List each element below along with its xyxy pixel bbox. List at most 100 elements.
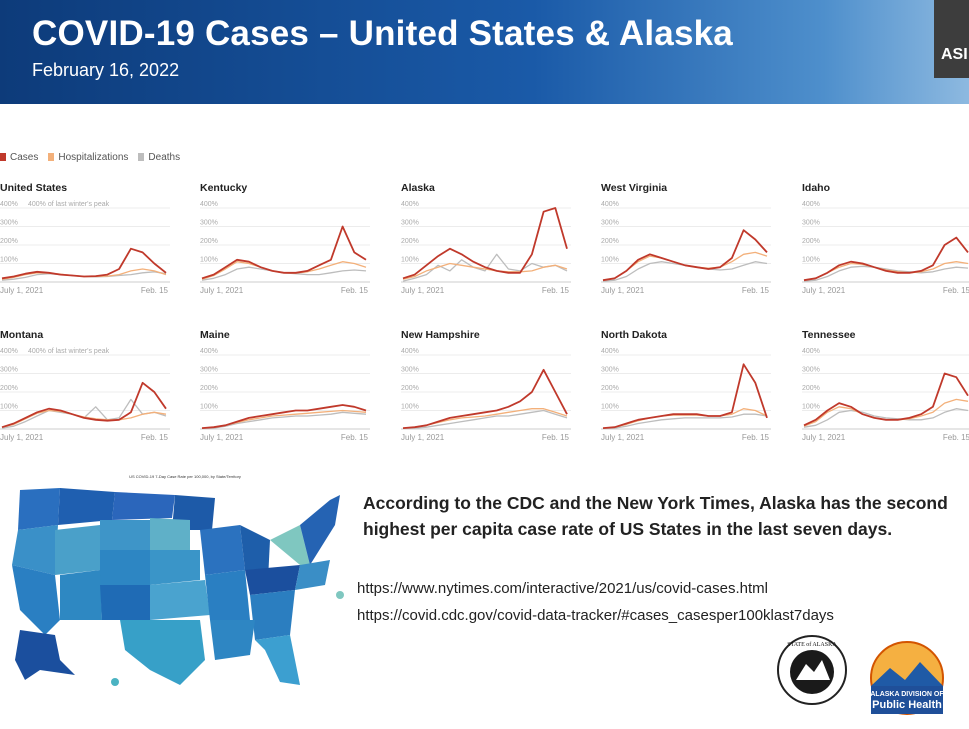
puerto-rico-shape xyxy=(336,591,344,599)
chart-panel-idaho: Idaho 400% 300% 200% 100% July 1, 2021 Feb. 15 xyxy=(802,182,969,302)
series-line-cases xyxy=(1,247,167,280)
y-tick-label: 200% xyxy=(0,385,18,392)
x-start-label: July 1, 2021 xyxy=(0,433,44,442)
y-tick-label: 200% xyxy=(601,385,619,392)
chart-plot: 400% 300% 200% 100% xyxy=(601,348,771,430)
series-line-cases xyxy=(1,381,167,429)
series-line-cases xyxy=(803,372,969,427)
x-start-label: July 1, 2021 xyxy=(401,433,445,442)
chart-panel-tennessee: Tennessee 400% 300% 200% 100% July 1, 2021 Feb… xyxy=(802,329,969,449)
video-participant-label: ASI xyxy=(941,46,968,63)
x-end-label: Feb. 15 xyxy=(942,433,969,442)
y-tick-label: 100% xyxy=(601,404,619,411)
chart-plot: 400% 300% 200% 100% xyxy=(200,348,370,430)
alaska-shape xyxy=(15,630,75,680)
y-tick-label: 200% xyxy=(200,385,218,392)
series-line-deaths xyxy=(201,266,367,281)
link-nytimes[interactable]: https://www.nytimes.com/interactive/2021… xyxy=(357,580,768,597)
y-tick-label: 300% xyxy=(601,367,619,374)
y-tick-label: 200% xyxy=(601,238,619,245)
x-end-label: Feb. 15 xyxy=(741,433,769,442)
chart-panel-montana: Montana 400% 300% 200% 100% 400% of last wint… xyxy=(0,329,172,449)
y-tick-label: 300% xyxy=(802,367,820,374)
series-line-cases xyxy=(402,207,568,280)
chart-title: Montana xyxy=(0,329,44,341)
series-line-cases xyxy=(402,368,568,429)
chart-legend: Cases Hospitalizations Deaths xyxy=(0,152,180,163)
series-line-deaths xyxy=(803,265,969,282)
link-cdc[interactable]: https://covid.cdc.gov/covid-data-tracker… xyxy=(357,607,834,624)
x-end-label: Feb. 15 xyxy=(942,286,969,295)
chart-plot: 400% 300% 200% 100% xyxy=(401,348,571,430)
x-end-label: Feb. 15 xyxy=(541,433,569,442)
x-end-label: Feb. 15 xyxy=(741,286,769,295)
y-axis-note: 400% of last winter's peak xyxy=(28,348,110,355)
us-map-states xyxy=(12,488,340,685)
chart-panel-north-dakota: North Dakota 400% 300% 200% 100% July 1, 2021… xyxy=(601,329,773,449)
y-tick-label: 400% xyxy=(401,201,419,208)
y-tick-label: 400% xyxy=(200,201,218,208)
y-tick-label: 100% xyxy=(200,257,218,264)
y-tick-label: 300% xyxy=(200,367,218,374)
x-start-label: July 1, 2021 xyxy=(601,286,645,295)
hawaii-shape xyxy=(111,678,119,686)
series-line-cases xyxy=(201,404,367,429)
x-start-label: July 1, 2021 xyxy=(200,433,244,442)
series-line-deaths xyxy=(402,253,568,282)
alaska-dhss-seal-logo: STATE of ALASKA xyxy=(777,635,847,705)
svg-text:ALASKA DIVISION OF: ALASKA DIVISION OF xyxy=(870,691,944,698)
y-tick-label: 100% xyxy=(401,404,419,411)
y-tick-label: 300% xyxy=(401,367,419,374)
chart-title: West Virginia xyxy=(601,182,668,194)
series-line-cases xyxy=(602,363,768,429)
y-tick-label: 200% xyxy=(401,385,419,392)
title-banner: COVID-19 Cases – United States & Alaska … xyxy=(0,0,969,104)
y-tick-label: 200% xyxy=(802,238,820,245)
svg-text:Public Health: Public Health xyxy=(872,699,942,711)
series-line-cases xyxy=(602,229,768,282)
series-line-deaths xyxy=(803,408,969,428)
slide-title: COVID-19 Cases – United States & Alaska xyxy=(32,14,733,53)
x-end-label: Feb. 15 xyxy=(340,286,368,295)
y-tick-label: 100% xyxy=(0,404,18,411)
alaska-public-health-logo: ALASKA DIVISION OF Public Health xyxy=(870,641,944,715)
y-tick-label: 100% xyxy=(0,257,18,264)
y-tick-label: 200% xyxy=(200,238,218,245)
y-tick-label: 200% xyxy=(802,385,820,392)
y-tick-label: 400% xyxy=(601,348,619,355)
y-tick-label: 400% xyxy=(0,201,18,208)
chart-title: United States xyxy=(0,182,68,194)
legend-item-cases: Cases xyxy=(0,152,38,163)
chart-title: Idaho xyxy=(802,182,830,194)
us-case-rate-map: US COVID-19 7-Day Case Rate per 100,000,… xyxy=(0,470,350,690)
chart-title: Tennessee xyxy=(802,329,856,341)
x-start-label: July 1, 2021 xyxy=(0,286,44,295)
y-tick-label: 400% xyxy=(802,348,820,355)
y-tick-label: 200% xyxy=(401,238,419,245)
y-tick-label: 300% xyxy=(200,220,218,227)
chart-panel-alaska: Alaska 400% 300% 200% 100% July 1, 2021 Feb. 1… xyxy=(401,182,573,302)
video-thumbnail[interactable] xyxy=(934,0,969,78)
x-start-label: July 1, 2021 xyxy=(802,433,846,442)
x-start-label: July 1, 2021 xyxy=(802,286,846,295)
slide-caption: According to the CDC and the New York Ti… xyxy=(363,493,948,539)
series-line-deaths xyxy=(403,409,568,429)
x-start-label: July 1, 2021 xyxy=(401,286,445,295)
x-start-label: July 1, 2021 xyxy=(200,286,244,295)
series-line-cases xyxy=(803,236,969,282)
x-start-label: July 1, 2021 xyxy=(601,433,645,442)
chart-panel-west-virginia: West Virginia 400% 300% 200% 100% July 1, 202… xyxy=(601,182,773,302)
x-end-label: Feb. 15 xyxy=(140,433,168,442)
legend-item-hospitalizations: Hospitalizations xyxy=(48,152,128,163)
x-end-label: Feb. 15 xyxy=(340,433,368,442)
x-end-label: Feb. 15 xyxy=(140,286,168,295)
y-tick-label: 200% xyxy=(0,238,18,245)
x-end-label: Feb. 15 xyxy=(541,286,569,295)
y-tick-label: 300% xyxy=(401,220,419,227)
y-tick-label: 100% xyxy=(401,257,419,264)
y-tick-label: 400% xyxy=(0,348,18,355)
chart-plot: 400% 300% 200% 100% 400% of last winter's pe… xyxy=(0,348,170,430)
chart-title: Alaska xyxy=(401,182,435,194)
series-line-deaths xyxy=(603,413,768,429)
y-tick-label: 100% xyxy=(802,257,820,264)
